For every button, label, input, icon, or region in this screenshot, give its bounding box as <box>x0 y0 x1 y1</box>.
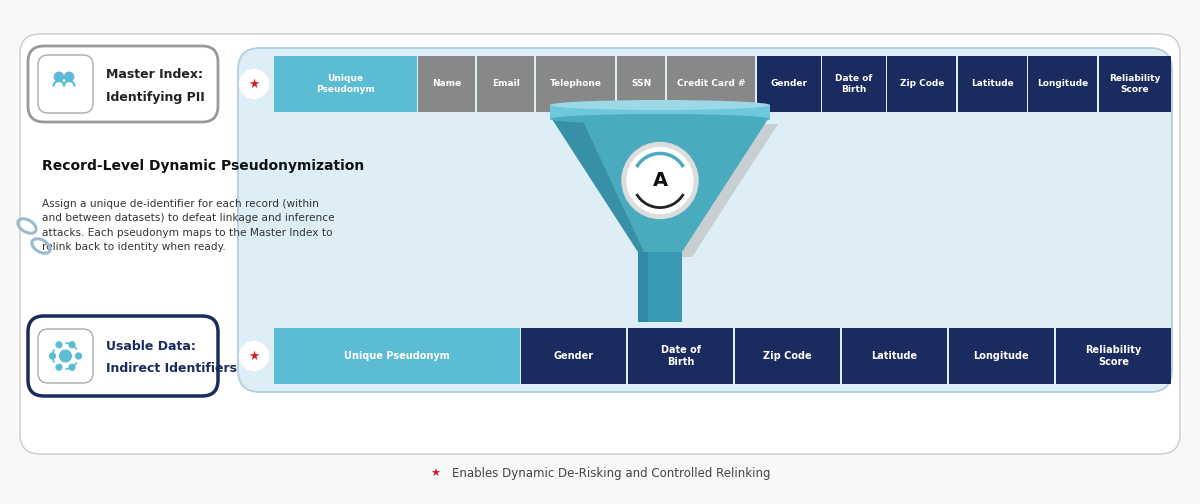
Circle shape <box>49 352 56 360</box>
Bar <box>757 56 821 112</box>
Circle shape <box>74 352 82 360</box>
Text: Gender: Gender <box>554 351 594 361</box>
Circle shape <box>68 341 76 348</box>
FancyBboxPatch shape <box>238 48 1172 392</box>
Text: Zip Code: Zip Code <box>763 351 812 361</box>
Text: Master Index:: Master Index: <box>106 69 203 82</box>
Bar <box>550 105 770 119</box>
FancyBboxPatch shape <box>38 55 94 113</box>
Polygon shape <box>552 119 644 252</box>
Bar <box>887 56 956 112</box>
Circle shape <box>68 363 76 371</box>
Text: Latitude: Latitude <box>871 351 918 361</box>
Circle shape <box>628 148 694 214</box>
Circle shape <box>54 72 64 81</box>
Text: ★: ★ <box>248 349 259 362</box>
Bar <box>536 56 616 112</box>
Text: Identifying PII: Identifying PII <box>106 91 205 103</box>
Bar <box>1056 328 1171 384</box>
Bar <box>629 328 733 384</box>
Text: ★: ★ <box>248 78 259 91</box>
Text: Longitude: Longitude <box>973 351 1030 361</box>
Text: Name: Name <box>432 80 462 89</box>
Polygon shape <box>552 119 768 252</box>
FancyBboxPatch shape <box>28 316 218 396</box>
Bar <box>522 328 626 384</box>
Bar <box>1028 56 1097 112</box>
Bar <box>419 56 475 112</box>
Bar <box>949 328 1054 384</box>
Circle shape <box>622 143 698 219</box>
FancyBboxPatch shape <box>20 34 1180 454</box>
Text: Assign a unique de-identifier for each record (within
and between datasets) to d: Assign a unique de-identifier for each r… <box>42 199 335 252</box>
Text: Date of
Birth: Date of Birth <box>661 345 701 367</box>
Text: Credit Card #: Credit Card # <box>677 80 745 89</box>
Text: Latitude: Latitude <box>971 80 1014 89</box>
Circle shape <box>59 349 72 362</box>
Text: Unique Pseudonym: Unique Pseudonym <box>344 351 450 361</box>
Text: Enables Dynamic De-Risking and Controlled Relinking: Enables Dynamic De-Risking and Controlle… <box>452 468 770 480</box>
Bar <box>736 328 840 384</box>
FancyBboxPatch shape <box>28 46 218 122</box>
Circle shape <box>65 72 73 81</box>
Circle shape <box>55 341 62 348</box>
FancyBboxPatch shape <box>38 329 94 383</box>
Text: ★: ★ <box>430 469 440 479</box>
Ellipse shape <box>550 100 770 110</box>
Bar <box>1099 56 1171 112</box>
Bar <box>274 56 416 112</box>
Bar <box>958 56 1026 112</box>
Text: Reliability
Score: Reliability Score <box>1109 74 1160 94</box>
Text: Indirect Identifiers: Indirect Identifiers <box>106 362 238 375</box>
Bar <box>822 56 886 112</box>
Text: Usable Data:: Usable Data: <box>106 341 196 353</box>
Ellipse shape <box>550 114 770 124</box>
Polygon shape <box>562 124 778 257</box>
Text: Date of
Birth: Date of Birth <box>835 74 872 94</box>
Text: SSN: SSN <box>631 80 652 89</box>
Bar <box>478 56 534 112</box>
Text: Gender: Gender <box>770 80 808 89</box>
Bar <box>617 56 665 112</box>
Bar <box>638 252 648 322</box>
Bar <box>842 328 947 384</box>
Text: A: A <box>653 171 667 190</box>
Text: Zip Code: Zip Code <box>900 80 944 89</box>
Text: Longitude: Longitude <box>1037 80 1088 89</box>
Circle shape <box>240 342 269 370</box>
Text: Reliability
Score: Reliability Score <box>1085 345 1141 367</box>
Circle shape <box>55 363 62 371</box>
Bar <box>667 56 756 112</box>
Circle shape <box>240 70 269 98</box>
Text: Email: Email <box>492 80 520 89</box>
Bar <box>274 328 520 384</box>
Text: Record-Level Dynamic Pseudonymization: Record-Level Dynamic Pseudonymization <box>42 159 365 173</box>
Text: Unique
Pseudonym: Unique Pseudonym <box>316 74 374 94</box>
Bar <box>638 252 682 322</box>
Text: Telephone: Telephone <box>550 80 601 89</box>
